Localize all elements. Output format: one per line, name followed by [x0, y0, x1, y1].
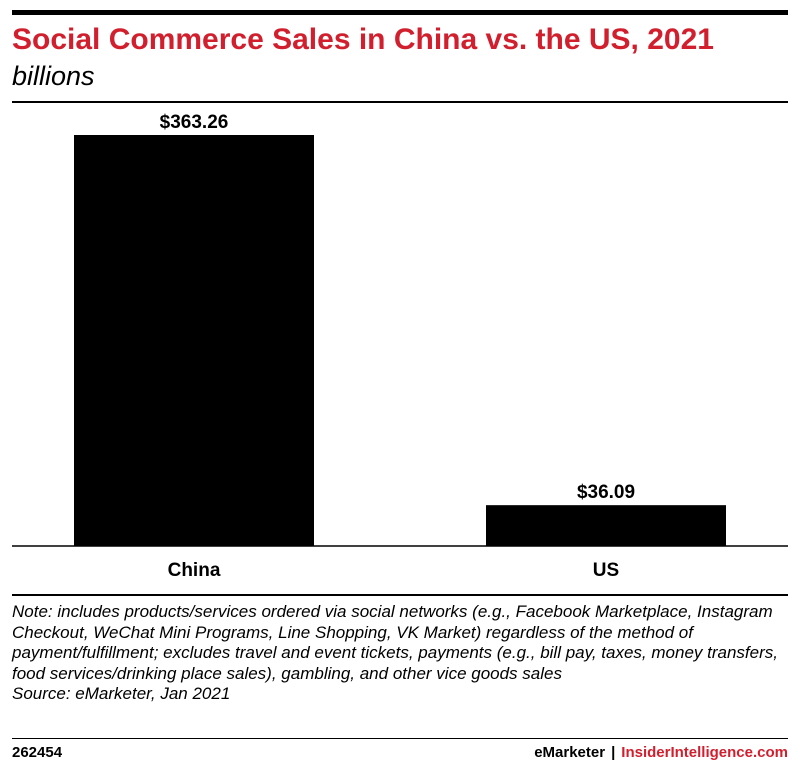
header-rule	[12, 101, 788, 103]
source-text: Source: eMarketer, Jan 2021	[12, 684, 231, 703]
bars-layer: $363.26 China $36.09 US	[74, 112, 726, 581]
chart-id: 262454	[12, 744, 63, 761]
footer-brand: eMarketer | InsiderIntelligence.com	[534, 744, 788, 762]
note-rule	[12, 594, 788, 596]
note-text: Note: includes products/services ordered…	[12, 602, 778, 683]
footer-rule	[12, 738, 788, 739]
emarketer-brand: eMarketer	[534, 744, 606, 761]
brand-separator: |	[611, 744, 616, 761]
bar-china	[74, 135, 314, 546]
data-label-us: $36.09	[577, 482, 635, 503]
bar-us	[486, 505, 726, 546]
chart-title: Social Commerce Sales in China vs. the U…	[12, 23, 714, 56]
chart-note: Note: includes products/services ordered…	[12, 602, 788, 705]
category-label-us: US	[593, 560, 619, 581]
top-rule	[12, 10, 788, 15]
bar-chart: $363.26 China $36.09 US	[12, 112, 788, 581]
category-label-china: China	[168, 560, 221, 581]
insider-intelligence-link[interactable]: InsiderIntelligence.com	[621, 744, 788, 761]
chart-subtitle: billions	[12, 61, 95, 91]
data-label-china: $363.26	[160, 112, 229, 133]
